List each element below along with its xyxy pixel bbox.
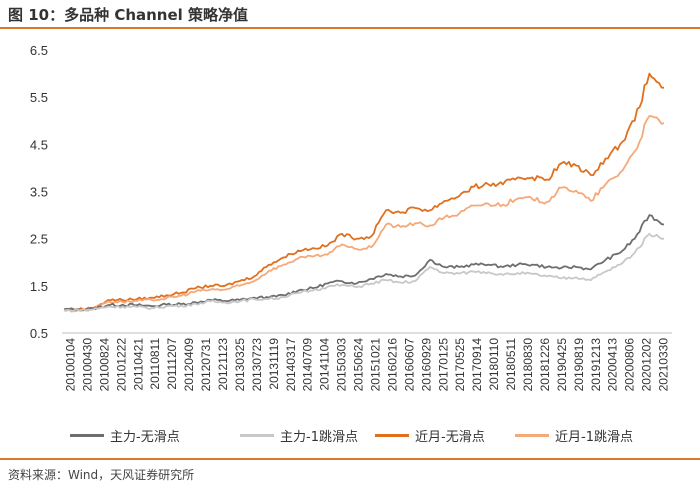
y-tick-label: 1.5: [30, 279, 48, 294]
series-line: [63, 214, 665, 312]
chart-legend: 主力-无滑点 主力-1跳滑点 近月-无滑点 近月-1跳滑点: [70, 425, 690, 445]
series-line: [63, 233, 665, 313]
x-tick-label: 20121123: [216, 338, 230, 391]
legend-swatch: [375, 433, 409, 437]
y-tick-label: 5.5: [30, 90, 48, 105]
legend-item: 近月-1跳滑点: [515, 425, 633, 445]
x-tick-label: 20160216: [385, 338, 399, 392]
x-tick-label: 20131119: [267, 338, 281, 390]
x-tick-label: 20190425: [555, 338, 569, 392]
x-tick-label: 20210330: [657, 338, 671, 392]
x-tick-label: 20200413: [606, 338, 620, 392]
x-tick-label: 20120409: [182, 338, 196, 392]
x-tick-label: 20180110: [487, 338, 501, 391]
legend-item: 近月-无滑点: [375, 425, 485, 445]
y-tick-label: 3.5: [30, 185, 48, 200]
x-tick-label: 20201202: [640, 338, 654, 392]
x-tick-label: 20150303: [335, 338, 349, 392]
x-tick-label: 20200806: [623, 338, 637, 392]
x-tick-label: 20141104: [318, 338, 332, 391]
x-tick-label: 20140317: [284, 338, 298, 392]
x-tick-label: 20110811: [148, 338, 162, 390]
legend-label: 近月-1跳滑点: [555, 429, 633, 445]
title-rule: [0, 27, 700, 29]
x-tick-label: 20180511: [504, 338, 518, 391]
x-tick-label: 20110421: [131, 338, 145, 391]
x-tick-label: 20100104: [63, 338, 77, 392]
x-tick-label: 20151021: [368, 338, 382, 392]
x-tick-label: 20160607: [402, 338, 416, 392]
series-line: [63, 72, 665, 312]
source-note: 资料来源：Wind，天风证券研究所: [8, 468, 195, 482]
series-lines: [63, 72, 665, 313]
x-tick-label: 20140709: [301, 338, 315, 392]
legend-swatch: [70, 433, 104, 437]
series-line: [63, 115, 665, 313]
legend-label: 主力-无滑点: [110, 429, 180, 445]
legend-swatch: [515, 433, 549, 437]
x-tick-label: 20170914: [470, 338, 484, 392]
y-tick-labels: 0.5 1.5 2.5 3.5 4.5 5.5 6.5: [30, 43, 48, 341]
x-tick-label: 20111207: [165, 338, 179, 390]
x-tick-label: 20160929: [419, 338, 433, 392]
x-tick-label: 20150624: [352, 338, 366, 392]
x-tick-label: 20100824: [97, 338, 111, 392]
x-tick-label: 20170525: [453, 338, 467, 392]
x-tick-label: 20180830: [521, 338, 535, 392]
x-tick-label: 20181226: [538, 338, 552, 392]
legend-item: 主力-无滑点: [70, 425, 180, 445]
x-tick-label: 20100430: [80, 338, 94, 392]
x-tick-label: 20130723: [250, 338, 264, 392]
legend-swatch: [240, 433, 274, 437]
x-tick-label: 20170125: [436, 338, 450, 392]
source-rule: [0, 458, 700, 460]
x-tick-label: 20190819: [572, 338, 586, 392]
y-tick-label: 0.5: [30, 326, 48, 341]
x-tick-label: 20130325: [233, 338, 247, 392]
legend-label: 近月-无滑点: [415, 429, 485, 445]
x-tick-labels: 20100104 20100430 20100824 20101222 20110421…: [63, 338, 670, 392]
y-tick-label: 6.5: [30, 43, 48, 58]
y-tick-label: 4.5: [30, 137, 48, 152]
y-tick-label: 2.5: [30, 232, 48, 247]
x-tick-label: 20101222: [114, 338, 128, 392]
legend-label: 主力-1跳滑点: [280, 429, 358, 445]
x-tick-label: 20191213: [589, 338, 603, 392]
x-tick-label: 20120731: [199, 338, 213, 392]
figure-title: 图 10：多品种 Channel 策略净值: [8, 6, 249, 24]
legend-item: 主力-1跳滑点: [240, 425, 358, 445]
